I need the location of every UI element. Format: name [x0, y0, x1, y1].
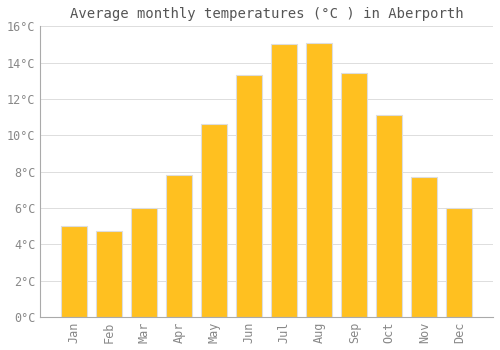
Bar: [341, 74, 367, 317]
Bar: [166, 175, 192, 317]
Bar: [61, 226, 87, 317]
Bar: [376, 115, 402, 317]
Bar: [96, 231, 122, 317]
Bar: [271, 44, 297, 317]
Title: Average monthly temperatures (°C ) in Aberporth: Average monthly temperatures (°C ) in Ab…: [70, 7, 464, 21]
Bar: [201, 124, 228, 317]
Bar: [306, 43, 332, 317]
Bar: [446, 208, 472, 317]
Bar: [131, 208, 157, 317]
Bar: [236, 75, 262, 317]
Bar: [411, 177, 438, 317]
